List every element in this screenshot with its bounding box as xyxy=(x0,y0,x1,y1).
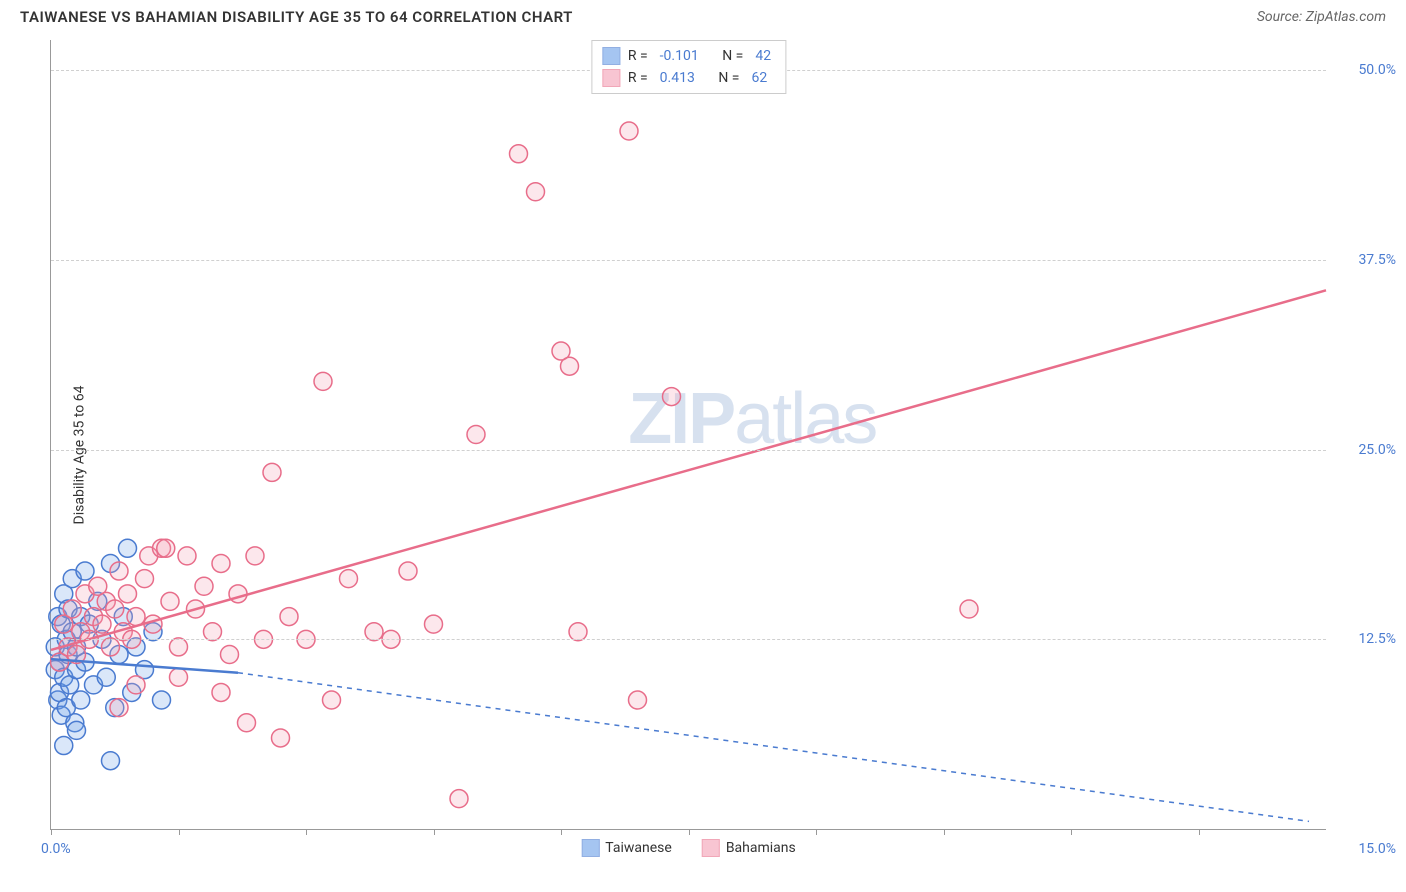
data-point xyxy=(170,668,188,686)
legend-swatch-taiwanese xyxy=(602,47,620,65)
data-point xyxy=(960,600,978,618)
data-point xyxy=(72,691,90,709)
data-point xyxy=(204,623,222,641)
legend-swatch-taiwanese xyxy=(581,839,599,857)
legend-item-taiwanese: Taiwanese xyxy=(581,839,672,857)
chart-source: Source: ZipAtlas.com xyxy=(1257,9,1386,25)
r-label: R = xyxy=(628,48,648,64)
x-tick xyxy=(1071,829,1072,835)
data-point xyxy=(620,122,638,140)
data-point xyxy=(102,638,120,656)
data-point xyxy=(68,721,86,739)
data-point xyxy=(425,615,443,633)
legend-label-taiwanese: Taiwanese xyxy=(605,840,672,856)
data-point xyxy=(280,608,298,626)
source-name: ZipAtlas.com xyxy=(1306,9,1386,25)
legend-row-bahamians: R = 0.413 N = 62 xyxy=(602,67,775,89)
data-point xyxy=(238,714,256,732)
chart-title: TAIWANESE VS BAHAMIAN DISABILITY AGE 35 … xyxy=(20,8,573,26)
data-point xyxy=(110,699,128,717)
n-label: N = xyxy=(722,48,743,64)
gridline xyxy=(51,260,1326,261)
data-point xyxy=(212,554,230,572)
data-point xyxy=(365,623,383,641)
data-point xyxy=(93,615,111,633)
data-point xyxy=(263,463,281,481)
data-point xyxy=(119,585,137,603)
data-point xyxy=(127,676,145,694)
legend-series: Taiwanese Bahamians xyxy=(581,839,795,857)
data-point xyxy=(106,600,124,618)
legend-row-taiwanese: R = -0.101 N = 42 xyxy=(602,45,775,67)
data-point xyxy=(561,357,579,375)
legend-label-bahamians: Bahamians xyxy=(726,840,796,856)
x-tick xyxy=(179,829,180,835)
gridline xyxy=(51,639,1326,640)
trend-line xyxy=(51,290,1326,650)
y-tick-label: 37.5% xyxy=(1358,252,1396,268)
chart-container: Disability Age 35 to 64 ZIPatlas R = -0.… xyxy=(0,30,1406,880)
data-point xyxy=(569,623,587,641)
x-tick xyxy=(306,829,307,835)
x-tick xyxy=(1199,829,1200,835)
y-tick-label: 25.0% xyxy=(1358,442,1396,458)
data-point xyxy=(195,577,213,595)
data-point xyxy=(97,668,115,686)
plot-svg xyxy=(51,40,1326,829)
x-tick xyxy=(434,829,435,835)
data-point xyxy=(161,592,179,610)
data-point xyxy=(272,729,290,747)
data-point xyxy=(314,372,332,390)
data-point xyxy=(450,790,468,808)
data-point xyxy=(102,752,120,770)
data-point xyxy=(119,539,137,557)
data-point xyxy=(629,691,647,709)
chart-header: TAIWANESE VS BAHAMIAN DISABILITY AGE 35 … xyxy=(0,0,1406,30)
source-prefix: Source: xyxy=(1257,9,1306,25)
trend-line-extrapolated xyxy=(238,673,1309,822)
data-point xyxy=(153,691,171,709)
data-point xyxy=(136,570,154,588)
y-tick-label: 50.0% xyxy=(1358,62,1396,78)
x-tick xyxy=(51,829,52,835)
x-tick xyxy=(944,829,945,835)
data-point xyxy=(76,562,94,580)
n-value-bahamians: 62 xyxy=(751,70,767,86)
x-tick xyxy=(561,829,562,835)
legend-item-bahamians: Bahamians xyxy=(702,839,796,857)
legend-correlation: R = -0.101 N = 42 R = 0.413 N = 62 xyxy=(591,40,786,94)
data-point xyxy=(221,646,239,664)
data-point xyxy=(170,638,188,656)
data-point xyxy=(127,608,145,626)
plot-area: ZIPatlas R = -0.101 N = 42 R = 0.413 N =… xyxy=(50,40,1326,830)
data-point xyxy=(246,547,264,565)
data-point xyxy=(55,737,73,755)
data-point xyxy=(110,562,128,580)
data-point xyxy=(399,562,417,580)
r-value-taiwanese: -0.101 xyxy=(660,48,699,64)
data-point xyxy=(178,547,196,565)
x-tick xyxy=(689,829,690,835)
r-label: R = xyxy=(628,70,648,86)
data-point xyxy=(340,570,358,588)
legend-swatch-bahamians xyxy=(602,69,620,87)
r-value-bahamians: 0.413 xyxy=(660,70,695,86)
data-point xyxy=(63,600,81,618)
data-point xyxy=(157,539,175,557)
legend-swatch-bahamians xyxy=(702,839,720,857)
data-point xyxy=(467,426,485,444)
data-point xyxy=(527,183,545,201)
n-value-taiwanese: 42 xyxy=(755,48,771,64)
y-tick-label: 12.5% xyxy=(1358,631,1396,647)
x-axis-min-label: 0.0% xyxy=(41,841,71,857)
gridline xyxy=(51,450,1326,451)
data-point xyxy=(663,388,681,406)
data-point xyxy=(212,683,230,701)
data-point xyxy=(323,691,341,709)
x-tick xyxy=(816,829,817,835)
n-label: N = xyxy=(718,70,739,86)
data-point xyxy=(510,145,528,163)
x-axis-max-label: 15.0% xyxy=(1358,841,1396,857)
